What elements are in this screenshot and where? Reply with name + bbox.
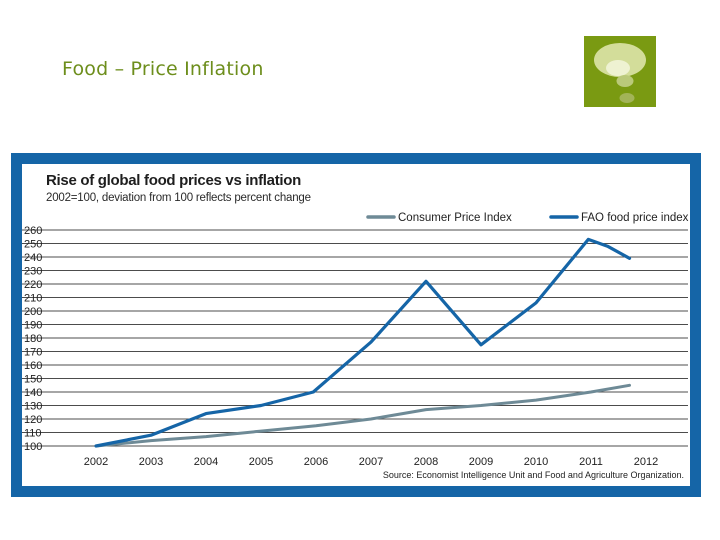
x-tick-label: 2009 [469,456,493,468]
x-tick-label: 2011 [579,456,603,468]
slide-title: Food – Price Inflation [62,58,264,80]
line-chart: 1001101201301401501601701801902002102202… [22,212,689,480]
y-tick-label: 130 [24,401,42,413]
logo-box [584,36,656,107]
y-tick-label: 200 [24,306,42,318]
y-tick-label: 220 [24,279,42,291]
series-line-fao [94,237,632,448]
source-note: Source: Economist Intelligence Unit and … [383,470,684,480]
y-tick-label: 230 [24,266,42,278]
y-tick-label: 110 [24,428,42,440]
legend-label: Consumer Price Index [398,212,512,224]
y-tick-label: 240 [24,252,42,264]
chart-panel: Rise of global food prices vs inflation … [22,164,690,486]
y-tick-label: 120 [24,414,42,426]
legend-label: FAO food price index [581,212,689,224]
y-tick-label: 150 [24,374,42,386]
x-tick-label: 2008 [414,456,438,468]
x-tick-label: 2002 [84,456,108,468]
x-tick-label: 2010 [524,456,548,468]
x-tick-label: 2012 [634,456,658,468]
y-tick-label: 190 [24,320,42,332]
x-tick-label: 2004 [194,456,218,468]
y-tick-label: 180 [24,333,42,345]
y-tick-label: 260 [24,225,42,237]
y-tick-label: 170 [24,347,42,359]
chart-subtitle: 2002=100, deviation from 100 reflects pe… [46,192,311,204]
chart-frame: Rise of global food prices vs inflation … [11,153,701,497]
x-tick-label: 2005 [249,456,273,468]
x-tick-label: 2006 [304,456,328,468]
x-tick-label: 2007 [359,456,383,468]
chart-title: Rise of global food prices vs inflation [46,172,301,189]
thought-bubble-icon [594,43,646,103]
y-tick-label: 100 [24,441,42,453]
y-tick-label: 210 [24,293,42,305]
y-tick-label: 160 [24,360,42,372]
y-tick-label: 250 [24,239,42,251]
y-tick-label: 140 [24,387,42,399]
series-line-cpi [94,383,631,448]
x-tick-label: 2003 [139,456,163,468]
